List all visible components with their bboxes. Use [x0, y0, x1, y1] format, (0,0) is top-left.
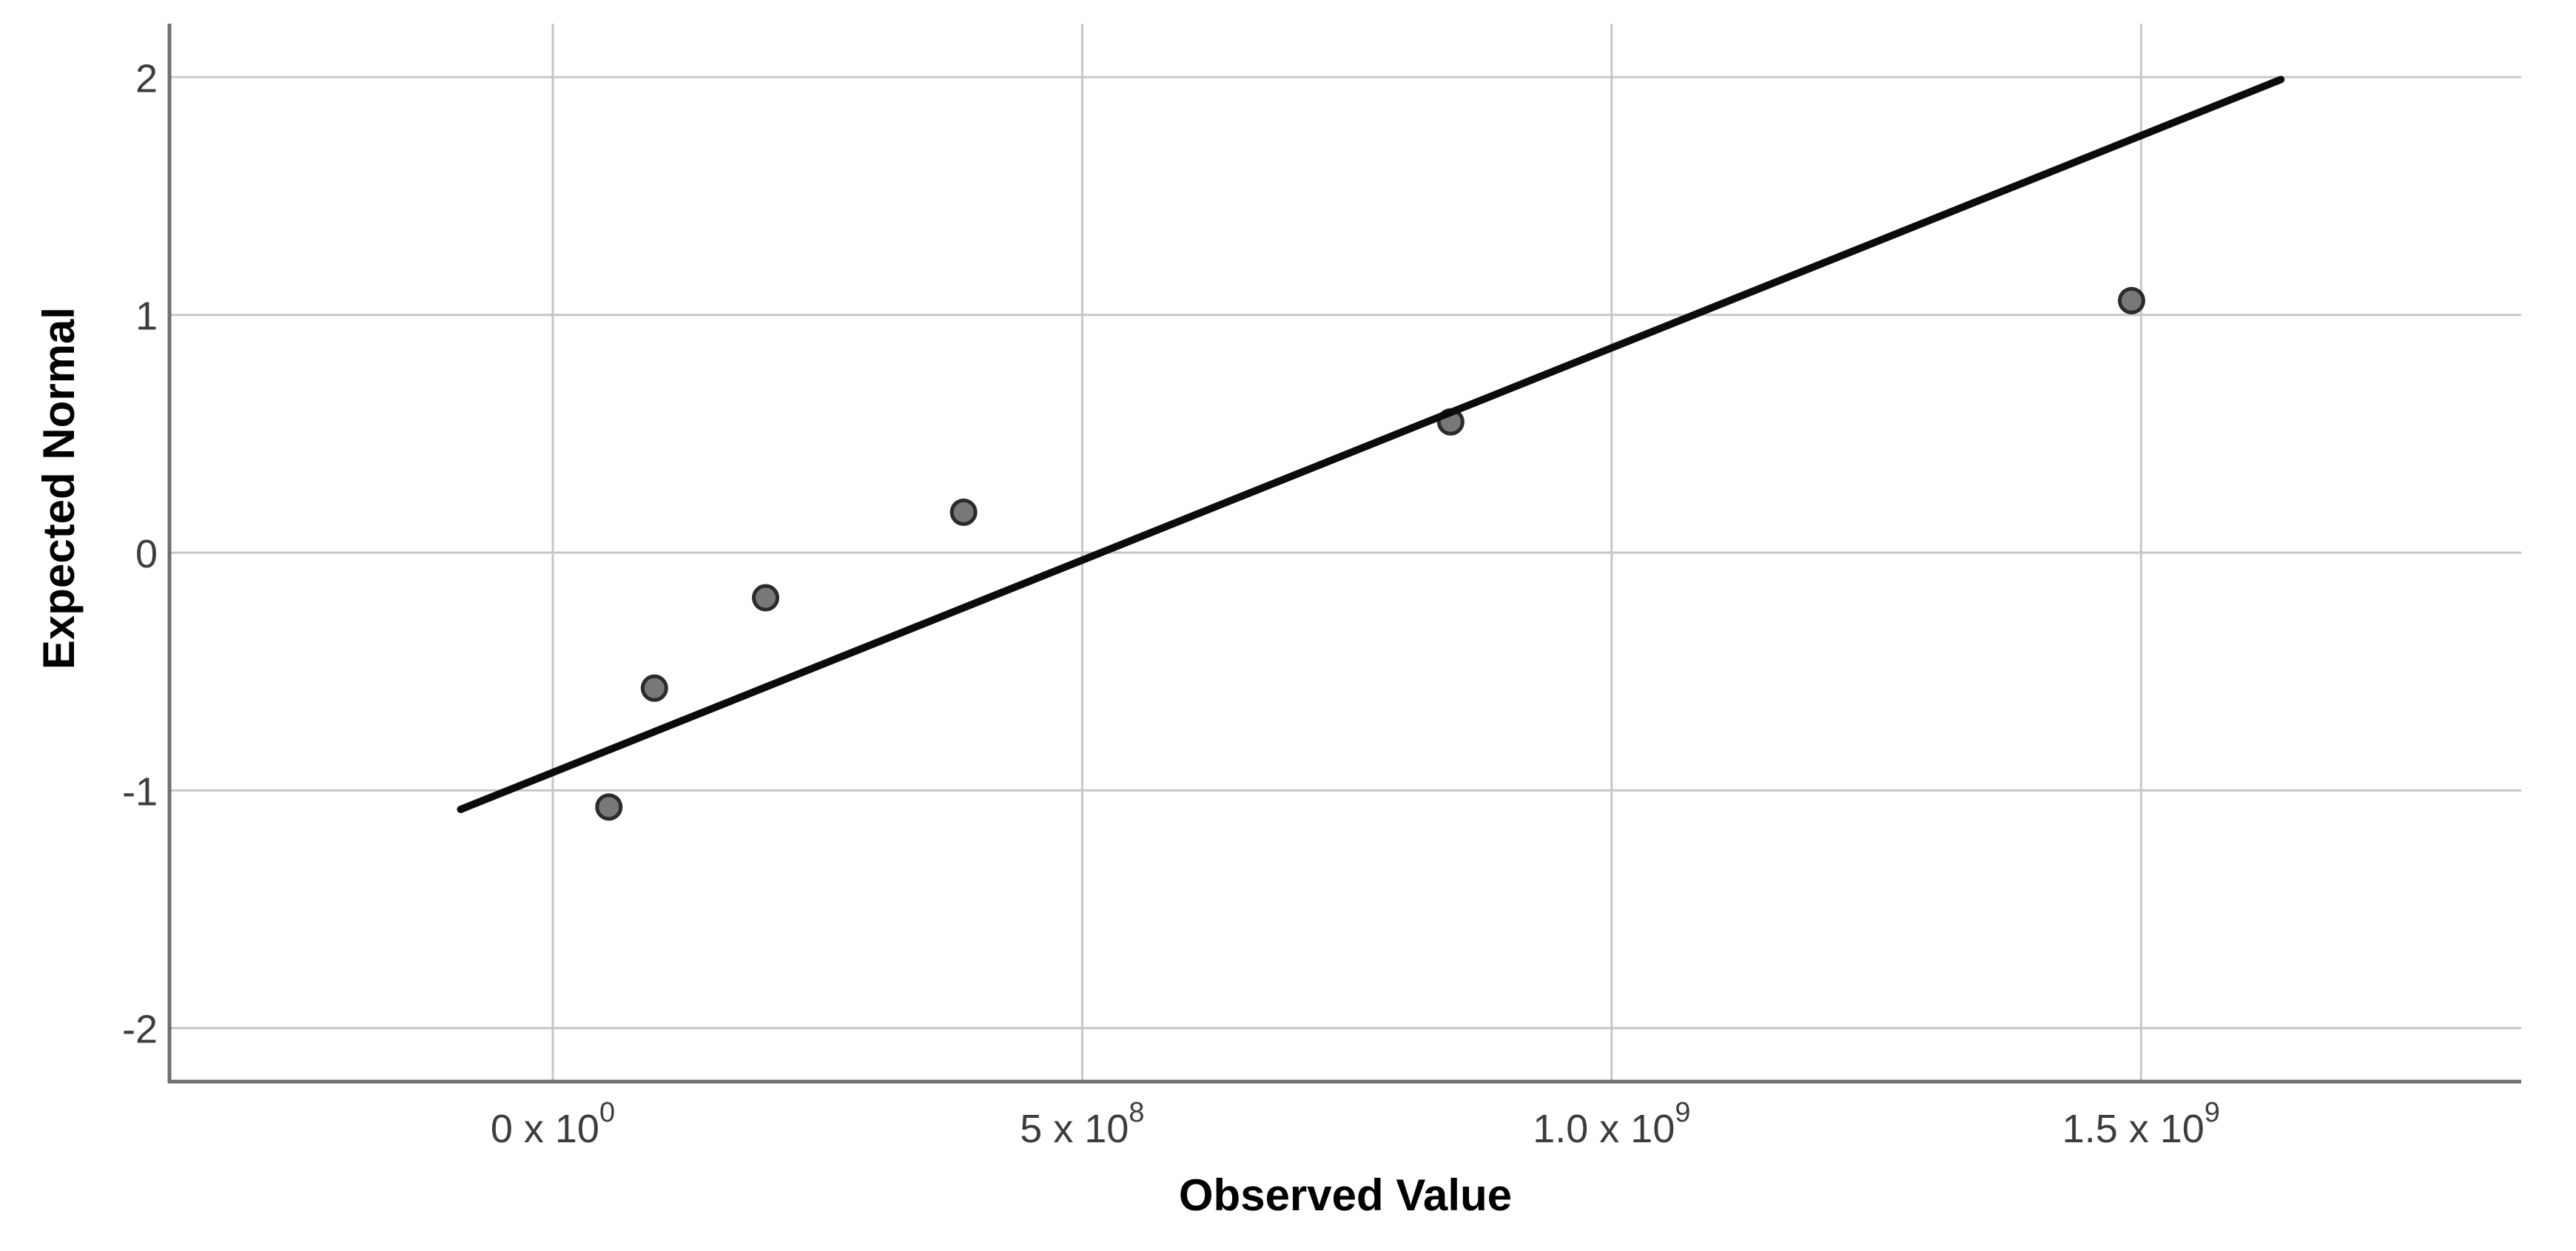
- x-tick-label: 1.5 x 109: [2062, 1097, 2220, 1151]
- normality-fit-line: [457, 75, 2285, 814]
- x-tick-label: 0 x 100: [491, 1097, 615, 1151]
- data-point: [640, 674, 668, 702]
- y-tick-label: -2: [122, 1008, 158, 1052]
- gridlines: [169, 24, 2521, 1082]
- x-tick-label: 1.0 x 109: [1533, 1097, 1690, 1151]
- tick-labels: 2 1 0 -1 -2 0 x 100 5 x 108 1.0 x 109 1.5 x 109: [122, 56, 2220, 1151]
- y-tick-label: 2: [135, 56, 158, 101]
- data-point: [752, 584, 780, 612]
- y-tick-label: 1: [135, 294, 158, 339]
- y-tick-label: -1: [122, 769, 158, 814]
- data-point: [949, 498, 978, 526]
- normality-fit-line-group: [457, 75, 2285, 814]
- y-axis-title: Expected Normal: [34, 307, 84, 670]
- y-tick-label: 0: [135, 532, 158, 576]
- scatter-points: [595, 286, 2145, 821]
- data-point: [2117, 286, 2145, 314]
- axes: [167, 24, 2521, 1084]
- data-point: [595, 793, 623, 821]
- x-tick-label: 5 x 108: [1020, 1097, 1144, 1151]
- x-axis-title: Observed Value: [1179, 1170, 1512, 1220]
